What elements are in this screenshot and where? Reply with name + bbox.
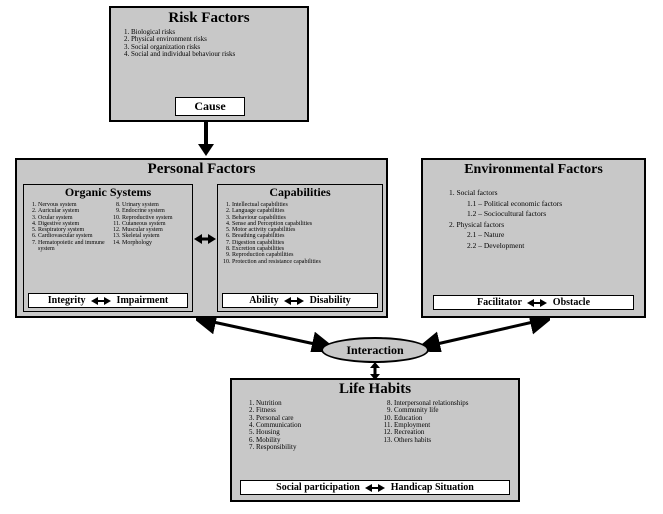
capabilities-box: Capabilities Intellectual capabilities L… — [217, 184, 383, 312]
arrow-organic-capabilities — [194, 232, 216, 246]
double-arrow-icon — [365, 483, 385, 493]
env-line: 2.1 – Nature — [467, 230, 638, 241]
pill-right: Impairment — [117, 295, 169, 306]
life-list-col2: Interpersonal relationships Community li… — [380, 400, 518, 451]
env-line: 2.2 – Development — [467, 241, 638, 252]
environmental-factors-box: Environmental Factors 1. Social factors … — [421, 158, 646, 318]
pill-left: Ability — [249, 295, 278, 306]
pill-left: Facilitator — [477, 297, 522, 308]
life-title: Life Habits — [232, 381, 518, 398]
list-item: Responsibility — [256, 444, 380, 451]
organic-list-col1: Nervous system Auricular system Ocular s… — [24, 202, 108, 252]
arrow-env-interaction — [420, 318, 550, 352]
pill-left: Social participation — [276, 482, 360, 493]
facilitator-obstacle-pill: Facilitator Obstacle — [433, 295, 634, 310]
personal-title: Personal Factors — [17, 161, 386, 178]
capabilities-list: Intellectual capabilities Language capab… — [218, 202, 382, 265]
capabilities-title: Capabilities — [218, 185, 382, 200]
pill-right: Obstacle — [553, 297, 590, 308]
risk-title: Risk Factors — [111, 10, 307, 27]
pill-right: Handicap Situation — [391, 482, 474, 493]
participation-handicap-pill: Social participation Handicap Situation — [240, 480, 510, 495]
env-line: 1.1 – Political economic factors — [467, 199, 638, 210]
double-arrow-icon — [284, 296, 304, 306]
list-item: Protection and resistance capabilities — [232, 259, 382, 265]
organic-systems-box: Organic Systems Nervous system Auricular… — [23, 184, 193, 312]
arrow-risk-to-personal — [196, 122, 216, 158]
personal-factors-box: Personal Factors Organic Systems Nervous… — [15, 158, 388, 318]
list-item: Others habits — [394, 437, 518, 444]
interaction-node: Interaction — [321, 337, 429, 363]
double-arrow-icon — [527, 298, 547, 308]
life-list-col1: Nutrition Fitness Personal care Communic… — [242, 400, 380, 451]
environmental-title: Environmental Factors — [423, 162, 644, 178]
pill-right: Disability — [310, 295, 351, 306]
environmental-list: 1. Social factors 1.1 – Political econom… — [449, 188, 638, 251]
organic-list-col2: Urinary system Endocrine system Reproduc… — [108, 202, 192, 252]
arrow-personal-interaction — [196, 318, 336, 352]
risk-factors-box: Risk Factors Biological risks Physical e… — [109, 6, 309, 122]
env-line: 2. Physical factors — [449, 220, 638, 231]
risk-item: Social and individual behaviour risks — [131, 51, 307, 58]
organic-title: Organic Systems — [24, 185, 192, 200]
pill-left: Integrity — [48, 295, 86, 306]
list-item: Morphology — [122, 240, 192, 246]
integrity-impairment-pill: Integrity Impairment — [28, 293, 188, 308]
life-habits-box: Life Habits Nutrition Fitness Personal c… — [230, 378, 520, 502]
env-line: 1.2 – Sociocultural factors — [467, 209, 638, 220]
risk-list: Biological risks Physical environment ri… — [117, 29, 307, 58]
double-arrow-icon — [91, 296, 111, 306]
ability-disability-pill: Ability Disability — [222, 293, 378, 308]
cause-pill: Cause — [175, 97, 245, 116]
env-line: 1. Social factors — [449, 188, 638, 199]
list-item: Hematopoietic and immune system — [38, 240, 108, 253]
